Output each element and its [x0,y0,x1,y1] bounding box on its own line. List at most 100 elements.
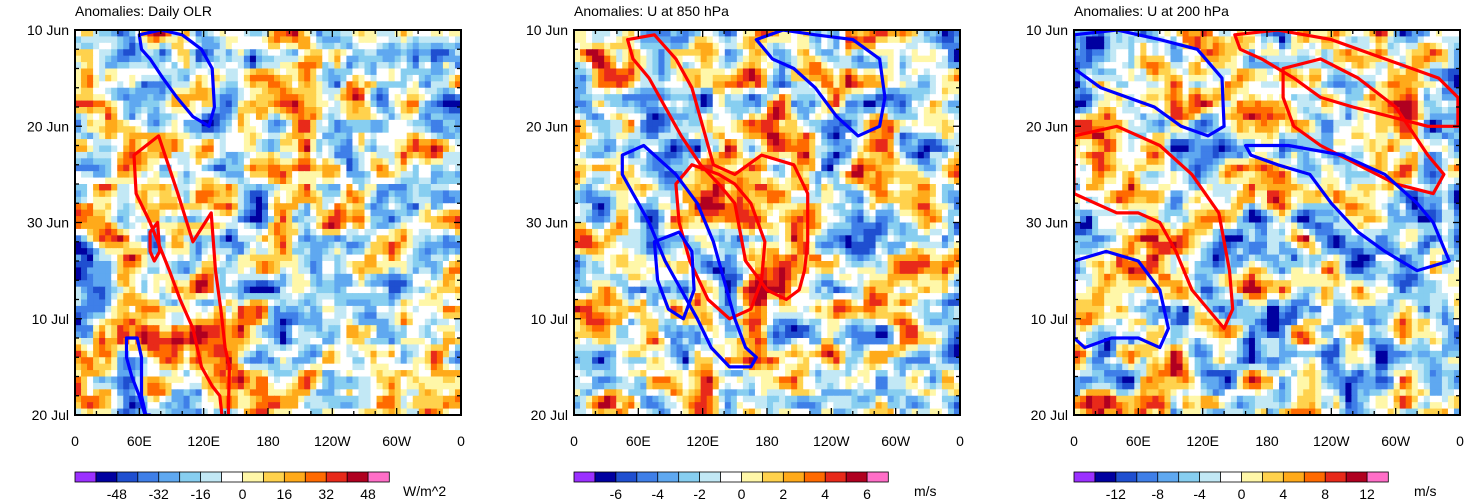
field-cell [237,370,245,378]
field-cell [225,36,233,44]
field-cell [75,305,82,313]
field-cell [424,254,432,262]
field-cell [123,248,130,256]
field-cell [388,248,396,256]
field-cell [947,113,955,121]
field-cell [135,87,142,95]
field-cell [893,49,901,57]
field-cell [171,113,179,121]
field-cell [304,312,311,320]
field-cell [237,203,245,211]
field-cell [310,49,317,57]
field-cell [712,81,720,89]
field-cell [424,261,432,269]
field-cell [706,126,714,134]
field-cell [875,36,883,44]
field-cell [821,36,828,44]
field-cell [183,325,191,333]
field-cell [310,55,317,63]
field-cell [219,36,227,44]
field-cell [346,357,354,365]
field-cell [298,241,305,249]
field-cell [881,119,889,127]
field-cell [268,151,275,159]
field-cell [135,331,142,339]
field-cell [75,100,82,108]
field-cell [779,94,786,102]
field-cell [243,190,251,198]
field-cell [370,261,378,269]
field-cell [688,36,696,44]
field-cell [304,235,311,243]
field-cell [286,228,293,236]
field-cell [274,376,281,384]
field-cell [436,363,444,371]
field-cell [153,49,161,57]
field-cell [304,42,311,50]
field-cell [249,293,257,301]
field-cell [424,216,432,224]
field-cell [268,363,275,371]
field-cell [81,177,88,185]
field-cell [129,100,136,108]
field-cell [430,331,438,339]
field-cell [123,139,130,147]
field-cell [418,318,426,326]
field-cell [141,55,148,63]
field-cell [219,376,227,384]
field-cell [328,318,335,326]
field-cell [340,190,348,198]
field-cell [334,357,341,365]
field-cell [328,126,335,134]
field-cell [165,363,173,371]
field-cell [833,100,840,108]
field-cell [147,370,155,378]
field-cell [195,203,203,211]
field-cell [268,305,275,313]
field-cell [406,235,414,243]
field-cell [634,36,641,44]
field-cell [376,87,384,95]
field-cell [322,222,329,230]
field-cell [159,100,167,108]
field-cell [274,248,281,256]
field-cell [286,171,293,179]
field-cell [93,107,100,115]
field-cell [334,241,341,249]
field-cell [388,395,396,403]
field-cell [598,113,605,121]
field-cell [436,325,444,333]
field-cell [207,331,215,339]
field-cell [123,158,130,166]
colorbar-swatch [283,471,306,483]
field-cell [448,248,456,256]
field-cell [261,74,269,82]
field-cell [418,196,426,204]
field-cell [75,254,82,262]
field-cell [418,267,426,275]
field-cell [893,30,901,38]
field-cell [231,216,239,224]
field-cell [219,30,227,38]
field-cell [286,132,293,140]
field-cell [201,62,209,70]
field-cell [418,363,426,371]
field-cell [231,94,239,102]
field-cell [304,68,311,76]
field-cell [219,389,227,397]
field-cell [604,42,611,50]
field-cell [352,280,360,288]
field-cell [171,209,179,217]
field-cell [953,55,960,63]
field-cell [845,100,853,108]
field-cell [803,126,810,134]
field-cell [274,126,281,134]
field-cell [328,190,335,198]
field-cell [177,132,185,140]
field-cell [75,235,82,243]
field-cell [394,107,402,115]
field-cell [171,241,179,249]
field-cell [261,119,269,127]
field-cell [442,49,450,57]
field-cell [304,151,311,159]
